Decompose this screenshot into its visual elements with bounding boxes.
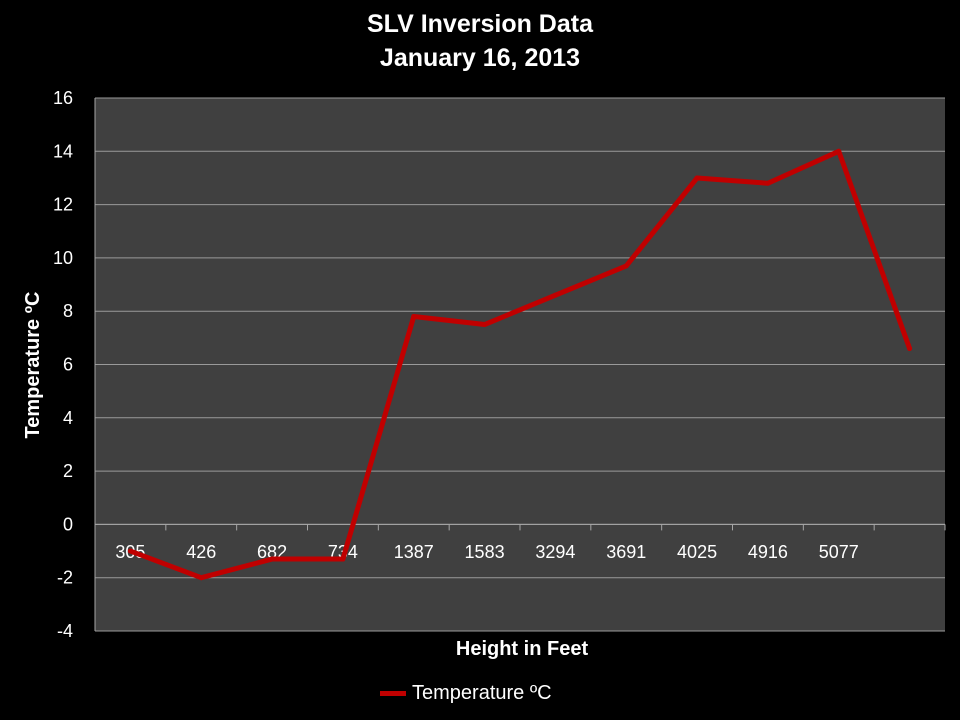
data-point <box>482 322 488 328</box>
data-point <box>411 314 417 320</box>
data-point <box>907 346 913 352</box>
x-tick-label: 3691 <box>606 542 646 562</box>
data-point <box>127 548 133 554</box>
data-point <box>694 175 700 181</box>
data-point <box>552 292 558 298</box>
y-tick-label: 8 <box>63 301 73 321</box>
x-tick-label: 4916 <box>748 542 788 562</box>
x-tick-label: 1387 <box>394 542 434 562</box>
y-tick-label: -2 <box>57 568 73 588</box>
data-point <box>198 575 204 581</box>
chart-title: SLV Inversion Data <box>367 10 593 38</box>
y-tick-label: 6 <box>63 355 73 375</box>
y-tick-label: -4 <box>57 621 73 641</box>
y-tick-label: 14 <box>53 141 73 161</box>
x-tick-label: 3294 <box>535 542 575 562</box>
x-tick-labels: 3054266827341387158332943691402549165077 <box>115 542 858 562</box>
series-lines <box>127 148 913 581</box>
y-tick-label: 16 <box>53 88 73 108</box>
y-axis-label: Temperature ºC <box>22 292 44 439</box>
y-tick-label: 0 <box>63 514 73 534</box>
y-tick-label: 4 <box>63 408 73 428</box>
x-axis-label: Height in Feet <box>456 638 589 660</box>
x-tick-label: 1583 <box>465 542 505 562</box>
legend-swatch <box>380 691 406 696</box>
legend-label: Temperature ºC <box>412 682 552 704</box>
data-point <box>623 263 629 269</box>
y-tick-labels: -4 -2 0 2 4 6 8 10 12 14 16 <box>53 88 73 641</box>
data-point <box>269 556 275 562</box>
chart-subtitle: January 16, 2013 <box>379 44 581 72</box>
x-tick-label: 4025 <box>677 542 717 562</box>
x-tick-label: 5077 <box>819 542 859 562</box>
y-tick-label: 12 <box>53 195 73 215</box>
y-tick-label: 10 <box>53 248 73 268</box>
data-point <box>340 556 346 562</box>
data-point <box>765 180 771 186</box>
y-tick-label: 2 <box>63 461 73 481</box>
data-point <box>836 148 842 154</box>
legend: Temperature ºC <box>380 682 552 705</box>
series-line <box>127 148 913 581</box>
axes <box>94 98 946 631</box>
x-tick-label: 426 <box>186 542 216 562</box>
